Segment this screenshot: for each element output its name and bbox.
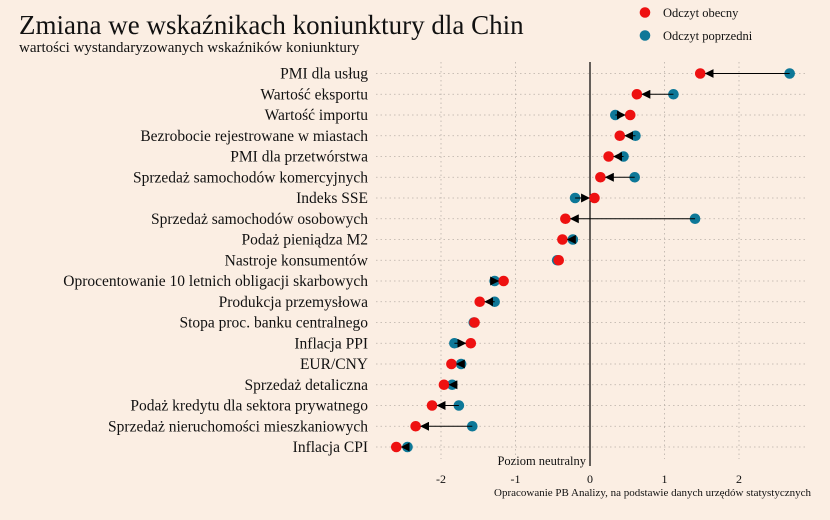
category-label: Indeks SSE (296, 190, 368, 207)
category-label: Wartość eksportu (260, 86, 368, 103)
x-tick-label: 0 (587, 472, 593, 486)
category-label: Bezrobocie rejestrowane w miastach (140, 128, 368, 145)
category-label: Inflacja PPI (294, 335, 368, 352)
category-label: EUR/CNY (300, 356, 368, 373)
category-label: Sprzedaż detaliczna (245, 377, 369, 394)
dot-current (631, 88, 643, 100)
category-label: Podaż kredytu dla sektora prywatnego (130, 398, 368, 415)
dot-current (614, 130, 626, 142)
category-label: Nastroje konsumentów (225, 252, 369, 269)
dot-current (469, 317, 480, 328)
dot-current (553, 254, 565, 266)
dot-current (410, 420, 421, 432)
dot-current (446, 358, 457, 370)
dot-current (603, 151, 614, 162)
category-label: PMI dla przetwórstwa (230, 149, 368, 166)
category-label: Produkcja przemysłowa (219, 294, 368, 311)
category-label: Stopa proc. banku centralnego (179, 315, 368, 332)
legend-marker (639, 30, 651, 41)
dot-current (694, 68, 706, 79)
category-label: PMI dla usług (280, 66, 368, 83)
category-label: Sprzedaż nieruchomości mieszkaniowych (108, 418, 368, 435)
x-tick-label: -2 (436, 472, 446, 486)
category-label: Sprzedaż samochodów osobowych (151, 211, 368, 228)
chart-title: Zmiana we wskaźnikach koniunktury dla Ch… (19, 10, 524, 40)
dot-current (624, 109, 636, 121)
dot-current (426, 400, 438, 411)
dot-current (438, 379, 450, 391)
category-label: Wartość importu (265, 107, 369, 124)
legend-marker (639, 7, 651, 18)
dot-current (557, 234, 568, 245)
zero-line-label: Poziom neutralny (497, 454, 586, 468)
x-tick-label: 1 (662, 472, 668, 486)
dot-current (465, 337, 477, 349)
dot-current (560, 213, 571, 225)
change-arrows (400, 69, 790, 452)
dot-current (595, 171, 606, 183)
dot-current (589, 192, 600, 204)
category-labels: PMI dla usług Wartość eksportu Wartość imp… (63, 66, 369, 457)
chart-source: Opracowanie PB Analizy, na podstawie dan… (494, 487, 811, 499)
gridlines (376, 62, 806, 459)
category-label: Podaż pieniądza M2 (241, 232, 368, 249)
category-label: Oprocentowanie 10 letnich obligacji skar… (63, 273, 368, 290)
category-label: Inflacja CPI (293, 439, 368, 456)
dot-current (391, 441, 402, 453)
x-tick-label: -1 (511, 472, 521, 486)
x-tick-label: 2 (736, 472, 742, 486)
x-axis: Poziom neutralny -2 -1 0 1 2 (436, 62, 742, 486)
legend-label: Odczyt poprzedni (663, 29, 753, 43)
dot-current (498, 275, 509, 287)
dot-previous (466, 420, 478, 432)
dot-current (474, 296, 486, 308)
legend: Odczyt obecny Odczyt poprzedni (639, 6, 753, 43)
chart-subtitle: wartości wystandaryzowanych wskaźników k… (19, 40, 360, 56)
category-label: Sprzedaż samochodów komercyjnych (133, 169, 368, 186)
legend-label: Odczyt obecny (663, 6, 739, 20)
